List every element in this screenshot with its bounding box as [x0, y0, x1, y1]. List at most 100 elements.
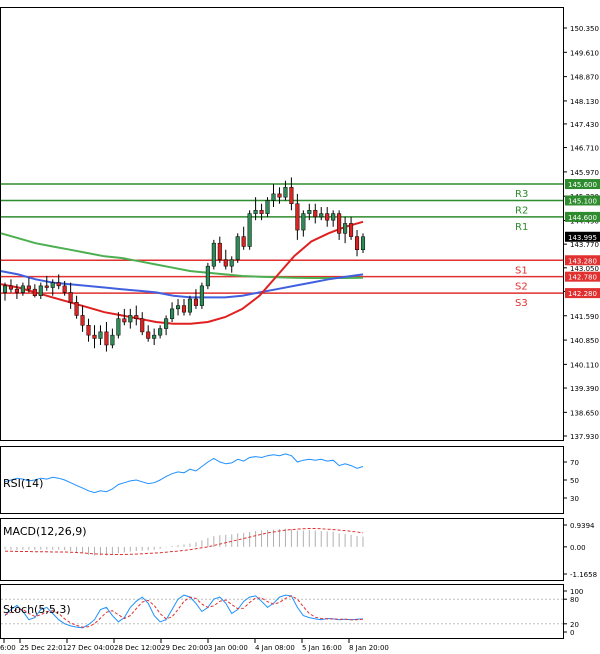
- candle-body: [199, 285, 204, 306]
- candle-body: [259, 210, 264, 214]
- price-tick-label: 143.770: [570, 241, 599, 249]
- level-name-s2: S2: [515, 282, 528, 293]
- candle-body: [98, 331, 103, 339]
- time-tick-label: 3 Jan 00:00: [208, 644, 248, 652]
- macd-pane: 0.9394 0.00 -1.1658 MACD(12,26,9): [0, 518, 597, 581]
- level-price-value: 142.280: [568, 290, 597, 298]
- price-tick-label: 147.430: [570, 121, 599, 129]
- candle-body: [8, 285, 14, 290]
- candle-body: [343, 223, 348, 234]
- time-tick-label: 28 Dec 12:00: [114, 644, 161, 652]
- level-name-s1: S1: [515, 265, 528, 276]
- candle-body: [38, 285, 43, 296]
- rsi-tick-label: 70: [570, 459, 579, 467]
- candle-body: [247, 213, 252, 247]
- candle-body: [68, 292, 73, 303]
- candle-body: [307, 210, 312, 214]
- candle-body: [2, 285, 8, 293]
- candle-body: [134, 315, 139, 319]
- candle-body: [20, 285, 25, 293]
- time-tick-label: 6:00: [0, 644, 16, 652]
- candle-body: [50, 282, 55, 288]
- candle-body: [74, 302, 79, 316]
- stoch-tick-label: 0: [570, 629, 574, 637]
- candle-body: [86, 325, 91, 336]
- level-price-tag: [565, 195, 600, 206]
- candle-body: [271, 193, 276, 201]
- level-price-value: 142.780: [568, 274, 597, 282]
- level-price-value: 145.100: [568, 197, 597, 205]
- level-price-tag: [565, 211, 600, 222]
- stoch-d-line: [4, 595, 364, 628]
- price-tick-label: 150.350: [570, 25, 599, 33]
- price-tick-label: 148.870: [570, 74, 599, 82]
- candle-body: [104, 331, 109, 346]
- level-name-r1: R1: [515, 222, 528, 233]
- main-pane-frame: [0, 7, 564, 441]
- price-tick-label: 140.850: [570, 337, 599, 345]
- candle-body: [62, 285, 67, 293]
- level-name-r2: R2: [515, 205, 528, 216]
- candle-body: [360, 236, 366, 250]
- candle-body: [14, 288, 19, 293]
- price-tick-label: 145.970: [570, 169, 599, 177]
- candle-body: [32, 288, 37, 296]
- moving-averages: [0, 220, 364, 325]
- candlesticks: [2, 177, 366, 352]
- stoch-tick-label: 20: [570, 621, 579, 629]
- current-price-value: 143.995: [568, 234, 597, 242]
- stoch-label: Stoch(5,5,3): [3, 603, 71, 616]
- candle-body: [164, 318, 169, 329]
- time-tick-label: 5 Jan 16:00: [302, 644, 342, 652]
- candle-body: [110, 334, 115, 346]
- macd-label: MACD(12,26,9): [3, 525, 87, 538]
- candle-body: [140, 318, 145, 333]
- candle-body: [325, 213, 330, 221]
- stoch-pane-frame: [0, 584, 564, 639]
- macd-tick-label: 0.00: [570, 544, 586, 552]
- time-tick-label: 27 Dec 04:00: [67, 644, 114, 652]
- candle-body: [283, 187, 288, 198]
- candle-body: [253, 210, 258, 214]
- macd-axis: 0.9394 0.00 -1.1658: [563, 522, 597, 579]
- candle-body: [146, 331, 151, 339]
- level-name-r3: R3: [515, 189, 528, 200]
- candle-body: [187, 298, 193, 313]
- candle-body: [331, 213, 336, 221]
- candle-body: [170, 308, 175, 319]
- candle-body: [26, 285, 31, 290]
- candle-body: [116, 318, 121, 336]
- candle-body: [229, 259, 234, 267]
- candle-body: [313, 210, 318, 218]
- macd-plot: [4, 528, 364, 556]
- candle-body: [205, 265, 210, 287]
- level-price-value: 145.600: [568, 181, 597, 189]
- stoch-plot: [1, 594, 563, 629]
- rsi-pane-frame: [0, 446, 564, 514]
- rsi-pane: 70 50 30 RSI(14): [0, 446, 579, 514]
- candle-body: [301, 213, 306, 231]
- candle-body: [265, 200, 270, 214]
- candle-body: [241, 236, 246, 247]
- ma-mid-line: [0, 270, 364, 299]
- candle-body: [92, 334, 97, 339]
- candle-body: [211, 242, 216, 267]
- rsi-label: RSI(14): [3, 477, 43, 490]
- candle-body: [277, 193, 282, 198]
- candle-body: [217, 242, 222, 260]
- level-price-tag: [565, 255, 600, 266]
- stoch-k-line: [4, 594, 364, 629]
- rsi-tick-label: 50: [570, 477, 579, 485]
- rsi-line: [4, 453, 364, 494]
- stoch-tick-label: 80: [570, 596, 579, 604]
- candle-body: [193, 298, 198, 306]
- level-price-value: 143.280: [568, 257, 597, 265]
- macd-tick-label: 0.9394: [570, 522, 595, 530]
- candle-body: [289, 187, 294, 204]
- candle-body: [337, 213, 342, 234]
- time-tick-label: 4 Jan 08:00: [255, 644, 295, 652]
- candle-body: [175, 305, 181, 310]
- candle-body: [235, 236, 240, 260]
- level-name-s3: S3: [515, 298, 528, 309]
